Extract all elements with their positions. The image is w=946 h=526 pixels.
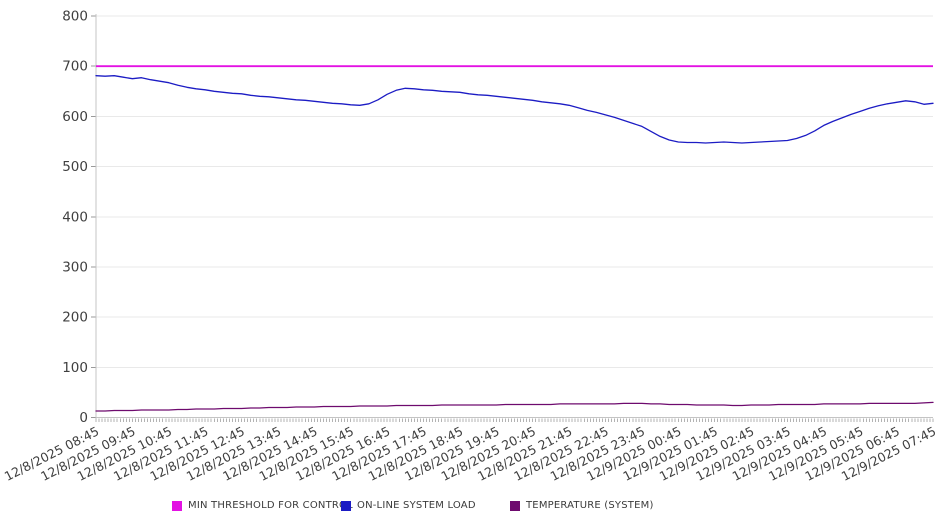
y-axis-label: 100 [62,360,88,376]
y-axis-label: 800 [62,9,88,25]
legend-item-min-threshold: MIN THRESHOLD FOR CONTROL [172,500,353,511]
temperature-swatch-icon [510,500,520,511]
legend-item-temperature: TEMPERATURE (SYSTEM) [510,500,654,511]
legend: MIN THRESHOLD FOR CONTROL ON-LINE SYSTEM… [172,500,654,511]
legend-item-system-load: ON-LINE SYSTEM LOAD [341,500,510,511]
min-threshold-swatch-icon [172,500,182,511]
legend-label-temperature: TEMPERATURE (SYSTEM) [526,500,654,511]
legend-label-system-load: ON-LINE SYSTEM LOAD [357,500,476,511]
y-axis-label: 300 [62,259,88,275]
y-axis-label: 700 [62,59,88,75]
legend-label-min-threshold: MIN THRESHOLD FOR CONTROL [188,500,353,511]
series-line [95,75,934,144]
y-axis-label: 400 [62,209,88,225]
y-axis-label: 0 [79,410,88,426]
y-axis-label: 600 [62,109,88,125]
series-line [95,401,934,412]
system-load-swatch-icon [341,500,351,511]
y-axis-label: 500 [62,159,88,175]
y-axis-label: 200 [62,310,88,326]
